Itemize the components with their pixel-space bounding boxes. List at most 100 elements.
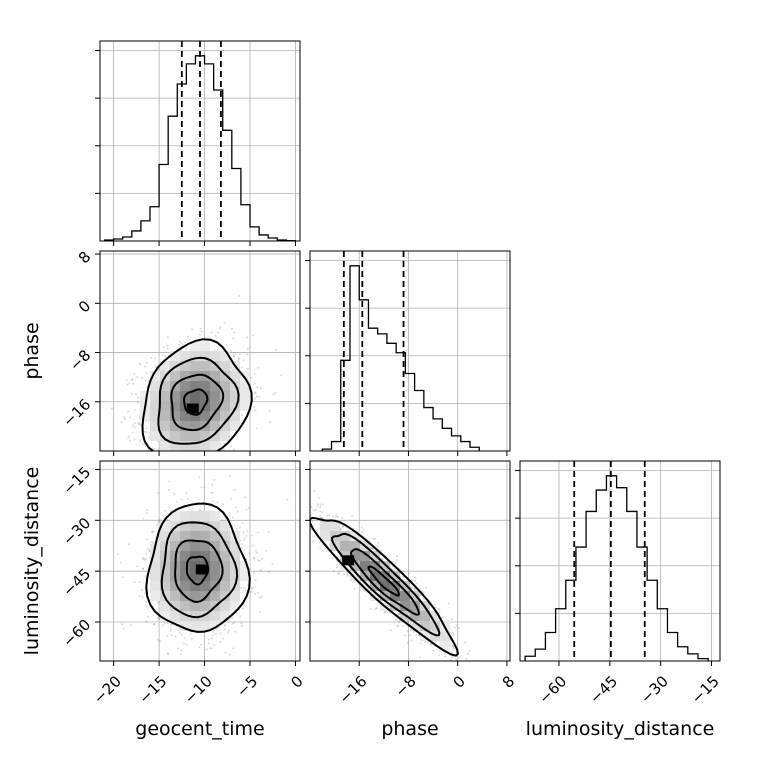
density-cell (180, 531, 190, 541)
sample-point (434, 641, 437, 643)
sample-point (244, 537, 246, 540)
sample-point (394, 619, 397, 622)
sample-point (219, 326, 222, 329)
sample-point (152, 623, 155, 626)
sample-point (447, 602, 450, 605)
sample-point (311, 520, 314, 523)
sample-point (211, 483, 214, 486)
sample-point (169, 628, 172, 631)
sample-point (411, 579, 414, 582)
density-cell (210, 401, 220, 411)
density-cell (190, 341, 200, 351)
sample-point (422, 591, 425, 594)
density-cell (180, 411, 190, 421)
contour-3 (310, 516, 459, 657)
sample-point (351, 515, 354, 517)
sample-point (240, 624, 243, 627)
density-cell (160, 571, 170, 581)
sample-point (321, 503, 324, 506)
sample-point (144, 600, 147, 603)
sample-point (178, 341, 181, 343)
sample-point (128, 439, 131, 442)
sample-point (250, 534, 253, 537)
sample-point (145, 620, 148, 623)
density-cell (180, 581, 190, 591)
sample-point (442, 675, 444, 677)
sample-point (253, 592, 256, 595)
sample-point (232, 337, 235, 340)
sample-point (166, 622, 169, 625)
y-tick-label-luminosity_distance: −15 (59, 463, 94, 498)
sample-point (213, 644, 216, 647)
sample-point (415, 633, 418, 636)
sample-point (473, 674, 475, 676)
sample-point (158, 519, 161, 522)
sample-point (243, 496, 246, 499)
sample-point (229, 475, 232, 478)
sample-point (237, 510, 240, 513)
sample-point (138, 581, 141, 583)
sample-point (219, 442, 222, 445)
sample-point (313, 490, 316, 493)
sample-point (232, 647, 235, 650)
sample-point (168, 506, 170, 509)
sample-point (171, 634, 173, 636)
sample-point (240, 366, 243, 369)
density-cell (340, 531, 350, 541)
sample-point (147, 615, 149, 618)
sample-point (303, 500, 305, 502)
density-cell (190, 611, 200, 621)
density-cell (170, 411, 180, 421)
sample-point (412, 630, 415, 633)
sample-point (465, 658, 468, 660)
sample-point (144, 379, 147, 382)
density-cell (320, 531, 330, 541)
sample-point (235, 612, 238, 614)
sample-point (167, 452, 169, 454)
sample-point (475, 669, 477, 671)
sample-point (382, 559, 384, 561)
sample-point (178, 465, 180, 467)
sample-point (232, 352, 235, 355)
sample-point (217, 331, 220, 334)
density-cell (150, 551, 160, 561)
density-cell (240, 401, 250, 411)
sample-point (144, 575, 147, 578)
sample-point (156, 638, 159, 641)
sample-point (306, 500, 308, 502)
density-cell (170, 431, 180, 441)
density-cell (190, 591, 200, 601)
density-cell (200, 521, 210, 531)
sample-point (145, 512, 148, 514)
sample-point (234, 352, 237, 355)
sample-point (144, 445, 147, 448)
sample-point (147, 380, 150, 383)
x-tick-label-geocent_time: −15 (135, 672, 170, 707)
sample-point (203, 486, 206, 489)
sample-point (233, 331, 236, 334)
density-cell (230, 371, 240, 381)
sample-point (209, 505, 212, 508)
sample-point (183, 642, 185, 645)
sample-point (198, 333, 201, 336)
sample-point (231, 616, 234, 619)
sample-point (211, 500, 214, 502)
sample-point (436, 607, 439, 610)
sample-point (458, 656, 461, 659)
sample-point (180, 458, 182, 460)
sample-point (424, 641, 427, 644)
sample-point (141, 596, 144, 599)
sample-point (133, 426, 136, 429)
density-cell (240, 571, 250, 581)
sample-point (138, 423, 141, 426)
sample-point (413, 587, 416, 590)
sample-point (240, 586, 242, 589)
grid-phase (310, 251, 510, 451)
density-peak (342, 555, 355, 566)
density-cell (230, 401, 240, 411)
sample-point (233, 621, 236, 624)
sample-point (166, 336, 169, 339)
sample-point (419, 656, 422, 659)
sample-point (271, 562, 274, 565)
x-tick-label-luminosity_distance: −45 (586, 672, 621, 707)
